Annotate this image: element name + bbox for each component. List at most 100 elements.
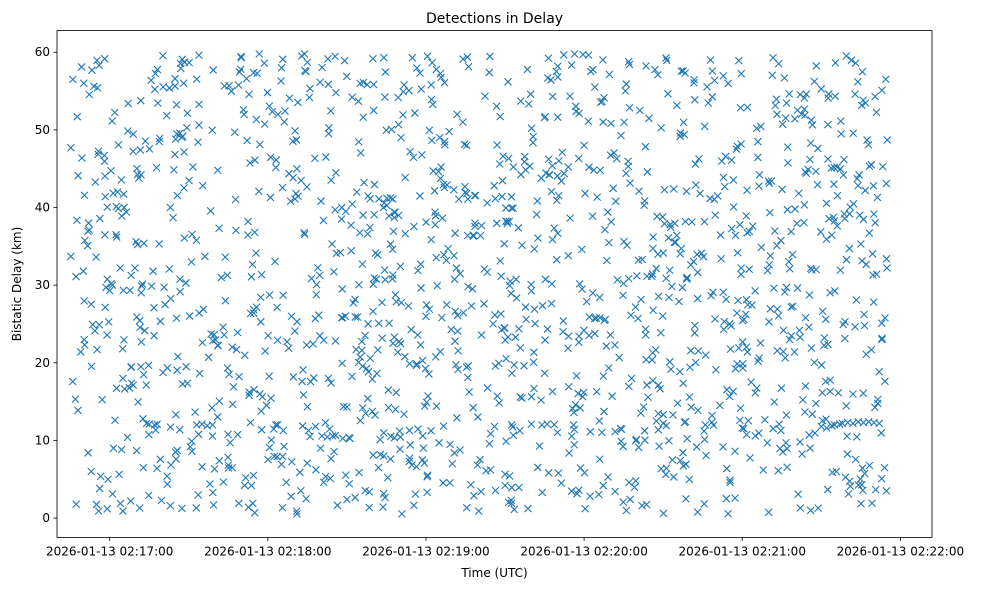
data-point [358, 260, 367, 269]
data-point [219, 478, 228, 486]
data-point [772, 241, 781, 250]
data-point [858, 486, 867, 495]
data-point [813, 144, 822, 153]
data-point [150, 303, 158, 312]
data-point [800, 105, 809, 114]
data-point [95, 320, 104, 329]
data-point [544, 468, 553, 477]
data-point [209, 501, 218, 509]
data-point [778, 185, 787, 194]
data-point [547, 187, 556, 196]
data-point [331, 431, 340, 440]
data-point [818, 307, 827, 316]
data-point [581, 189, 589, 198]
data-point [221, 296, 230, 305]
data-point [265, 372, 274, 381]
data-point [248, 499, 257, 508]
data-point [498, 176, 507, 185]
data-point [580, 141, 588, 150]
data-point [529, 132, 538, 141]
data-point [783, 158, 792, 167]
data-point [497, 325, 506, 334]
data-point [785, 264, 794, 273]
data-point [811, 399, 820, 408]
data-point [751, 431, 760, 440]
data-point [604, 473, 612, 481]
data-point [852, 296, 861, 304]
data-point [137, 282, 146, 290]
data-point [733, 309, 741, 318]
data-point [611, 427, 619, 436]
data-point [580, 326, 588, 335]
y-tick-label: 60 [35, 45, 50, 59]
data-point [458, 118, 467, 127]
data-point [452, 264, 461, 272]
data-point [163, 472, 172, 481]
chart-title: Detections in Delay [426, 11, 563, 27]
data-point [820, 341, 829, 350]
data-point [661, 470, 670, 479]
data-point [869, 298, 878, 307]
data-point [649, 244, 657, 253]
data-point [405, 457, 414, 466]
data-point [527, 280, 535, 289]
data-point [686, 261, 695, 269]
data-point [365, 503, 374, 512]
data-point [217, 273, 226, 282]
data-point [777, 236, 785, 245]
data-point [635, 187, 643, 196]
data-point [72, 500, 81, 509]
data-point [632, 271, 641, 280]
data-point [319, 478, 328, 487]
data-point [501, 470, 509, 479]
data-point [878, 334, 886, 343]
data-point [710, 76, 719, 85]
data-point [817, 422, 826, 431]
data-point [166, 203, 175, 212]
data-point [727, 156, 736, 165]
data-point [355, 280, 363, 289]
data-point [139, 239, 148, 248]
data-point [631, 303, 640, 311]
data-point [374, 319, 383, 328]
data-point [770, 398, 779, 406]
data-point [570, 425, 579, 434]
data-point [399, 110, 407, 119]
data-point [548, 161, 557, 170]
y-tick-label: 0 [42, 511, 50, 525]
data-point [141, 137, 150, 146]
data-point [103, 504, 112, 513]
data-point [204, 353, 213, 362]
data-point [491, 486, 500, 495]
data-point [835, 420, 844, 429]
data-point [331, 205, 340, 214]
data-point [116, 499, 125, 508]
data-point [137, 362, 145, 371]
data-point [622, 80, 631, 88]
data-point [489, 319, 497, 328]
data-point [735, 220, 744, 229]
data-point [538, 488, 547, 497]
data-point [841, 214, 849, 223]
data-point [806, 506, 815, 515]
data-point [327, 454, 335, 463]
data-point [306, 84, 314, 93]
data-point [500, 239, 509, 248]
data-point [342, 72, 351, 81]
data-point [826, 288, 835, 297]
data-point [261, 347, 270, 356]
data-point [491, 194, 500, 203]
data-point [371, 411, 380, 419]
data-point [604, 238, 613, 247]
data-point [337, 203, 346, 212]
data-point [265, 291, 274, 299]
data-point [83, 241, 92, 250]
data-point [589, 166, 598, 174]
data-point [182, 123, 191, 132]
data-point [814, 504, 823, 512]
data-point [471, 219, 479, 228]
data-point [208, 488, 217, 497]
data-point [817, 361, 826, 369]
data-point [834, 388, 843, 397]
data-point [643, 167, 652, 176]
